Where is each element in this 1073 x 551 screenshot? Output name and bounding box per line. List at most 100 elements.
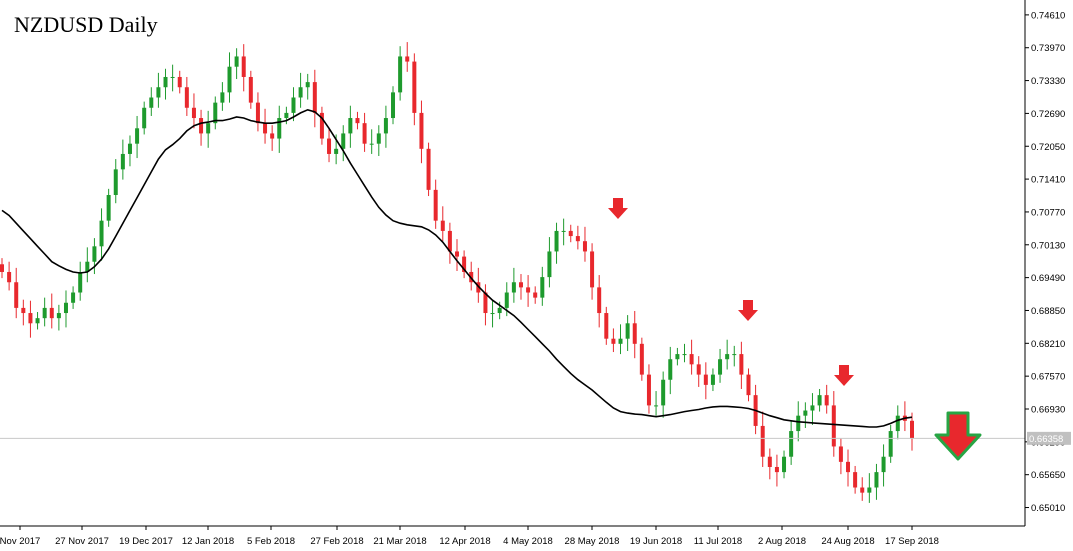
candle-body xyxy=(21,307,26,314)
candle-body xyxy=(127,143,132,154)
candle-body xyxy=(419,112,424,149)
candle-body xyxy=(739,354,744,375)
candle-body xyxy=(78,271,83,293)
candles-layer xyxy=(0,42,914,503)
candle-body xyxy=(85,261,90,272)
candle-body xyxy=(810,405,815,411)
candle-body xyxy=(874,472,879,488)
sell-signal-arrow xyxy=(608,198,628,219)
candle-body xyxy=(369,143,374,145)
candle-body xyxy=(582,241,587,252)
candle-body xyxy=(590,251,595,288)
candle-body xyxy=(518,282,523,288)
candle-body xyxy=(860,487,865,493)
candle-body xyxy=(319,112,324,139)
candle-body xyxy=(831,405,836,447)
y-axis-ticks: 0.74610 0.73970 0.73330 0.72690 0.72050 0.714… xyxy=(1025,10,1065,514)
forecast-down-arrow xyxy=(934,411,982,461)
candle-body xyxy=(142,107,147,129)
candle-body xyxy=(760,425,765,457)
candle-body xyxy=(248,76,253,103)
candle-body xyxy=(796,415,801,432)
candle-body xyxy=(227,66,232,93)
x-tick-label: 4 May 2018 xyxy=(503,536,553,547)
candle-body xyxy=(540,277,545,298)
candle-body xyxy=(646,374,651,406)
x-tick-label: 19 Dec 2017 xyxy=(119,536,173,547)
candle-body xyxy=(682,354,687,356)
candle-body xyxy=(113,169,118,196)
x-tick-label: Nov 2017 xyxy=(0,536,40,547)
y-tick-label: 0.67570 xyxy=(1031,372,1065,383)
current-price-tag: 0.66358 xyxy=(1027,431,1071,445)
candle-body xyxy=(440,220,445,231)
candle-body xyxy=(867,487,872,493)
x-tick-label: 2 Aug 2018 xyxy=(758,536,806,547)
candle-body xyxy=(625,323,630,339)
candle-body xyxy=(789,431,794,457)
candle-body xyxy=(597,287,602,314)
candle-body xyxy=(533,292,538,298)
candle-body xyxy=(554,230,559,252)
y-tick-label: 0.65650 xyxy=(1031,470,1065,481)
candle-body xyxy=(782,456,787,473)
candle-body xyxy=(234,56,239,67)
candle-body xyxy=(767,456,772,467)
candle-body xyxy=(838,446,843,462)
candle-body xyxy=(398,56,403,93)
candle-body xyxy=(462,256,467,272)
candle-body xyxy=(774,466,779,473)
candle-body xyxy=(568,230,573,237)
candle-body xyxy=(455,251,459,257)
candle-body xyxy=(824,395,829,406)
candle-body xyxy=(120,153,125,170)
moving-average-line xyxy=(1,108,913,428)
candle-body xyxy=(504,292,509,308)
candle-body xyxy=(725,354,730,360)
x-tick-label: 24 Aug 2018 xyxy=(821,536,874,547)
candle-body xyxy=(561,230,566,232)
candle-body xyxy=(661,379,666,406)
y-tick-label: 0.70770 xyxy=(1031,207,1065,218)
candle-body xyxy=(170,76,175,78)
candle-body xyxy=(391,92,396,119)
candle-body xyxy=(348,118,353,134)
y-tick-label: 0.72050 xyxy=(1031,142,1065,153)
candle-body xyxy=(71,292,76,303)
candle-body xyxy=(490,313,495,315)
candle-body xyxy=(0,264,4,272)
candle-body xyxy=(14,282,19,308)
candle-body xyxy=(511,282,516,293)
x-tick-label: 5 Feb 2018 xyxy=(247,536,295,547)
candle-body xyxy=(412,61,417,113)
y-tick-label: 0.73330 xyxy=(1031,76,1065,87)
signal-arrows xyxy=(608,198,982,461)
candle-body xyxy=(483,292,488,314)
candle-body xyxy=(803,410,808,416)
x-tick-label: 12 Apr 2018 xyxy=(439,536,490,547)
candle-body xyxy=(689,354,694,365)
candle-body xyxy=(710,374,715,385)
candle-body xyxy=(433,189,438,221)
candle-body xyxy=(526,287,531,293)
candle-body xyxy=(910,420,914,439)
candle-body xyxy=(312,82,317,113)
candle-body xyxy=(497,307,502,314)
x-tick-label: 21 Mar 2018 xyxy=(373,536,426,547)
x-tick-label: 17 Sep 2018 xyxy=(885,536,939,547)
candle-body xyxy=(149,97,154,108)
candle-body xyxy=(35,318,40,324)
candle-body xyxy=(746,374,751,396)
candle-body xyxy=(732,354,737,356)
candle-body xyxy=(604,313,609,339)
candle-body xyxy=(92,246,97,262)
candle-body xyxy=(376,133,381,144)
candle-body xyxy=(255,102,260,124)
candle-body xyxy=(7,271,12,283)
candle-body xyxy=(177,76,182,88)
candle-body xyxy=(611,338,616,344)
candle-body xyxy=(298,87,303,98)
candle-body xyxy=(447,230,452,252)
candle-body xyxy=(284,112,289,119)
